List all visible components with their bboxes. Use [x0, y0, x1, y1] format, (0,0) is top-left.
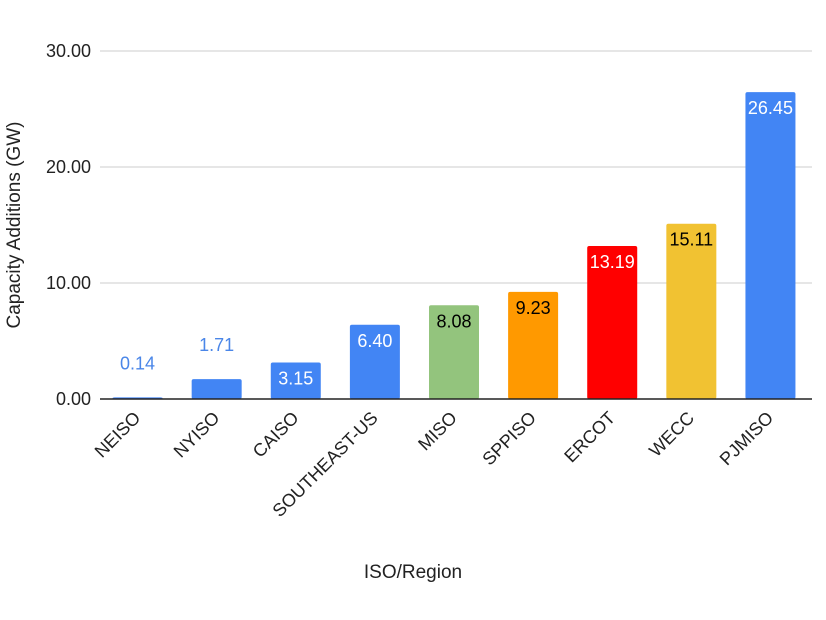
bar-caiso: [270, 362, 321, 399]
x-tick-label: NEISO: [91, 408, 145, 462]
y-tick-label: 30.00: [46, 41, 91, 61]
bar-ercot: [587, 245, 638, 399]
bar-southeast-us: [349, 324, 400, 399]
x-tick-label: ERCOT: [560, 408, 619, 467]
y-tick-label: 10.00: [46, 273, 91, 293]
x-tick-label: NYISO: [170, 408, 224, 462]
bar-nyiso: [191, 379, 242, 399]
data-label: 26.45: [748, 98, 793, 118]
x-tick-label: PJMISO: [716, 408, 778, 470]
data-label: 9.23: [516, 298, 551, 318]
data-labels: 0.14 1.71 3.15 6.40 8.08 9.23 13.19 15.11 26.45: [120, 98, 793, 388]
bar-sppiso: [508, 291, 559, 399]
bar-miso: [429, 305, 479, 399]
data-label: 15.11: [669, 230, 713, 250]
y-tick-labels: 0.00 10.00 20.00 30.00: [46, 41, 91, 409]
data-label: 3.15: [278, 368, 313, 388]
y-tick-label: 0.00: [56, 389, 91, 409]
x-tick-label: SPPISO: [478, 408, 540, 470]
data-label: 6.40: [357, 331, 392, 351]
x-tick-label: WECC: [645, 408, 698, 461]
y-tick-label: 20.00: [46, 157, 91, 177]
x-tick-label: CAISO: [249, 408, 303, 462]
data-label: 8.08: [436, 311, 471, 331]
y-axis-title: Capacity Additions (GW): [4, 122, 25, 329]
bar-pjmiso: [745, 92, 796, 400]
data-label: 0.14: [120, 353, 155, 373]
data-label: 1.71: [199, 335, 234, 355]
x-tick-label: MISO: [414, 408, 461, 455]
bar-wecc: [666, 223, 717, 399]
x-axis-title: ISO/Region: [364, 562, 462, 583]
data-label: 13.19: [590, 252, 635, 272]
bars: [112, 92, 796, 400]
